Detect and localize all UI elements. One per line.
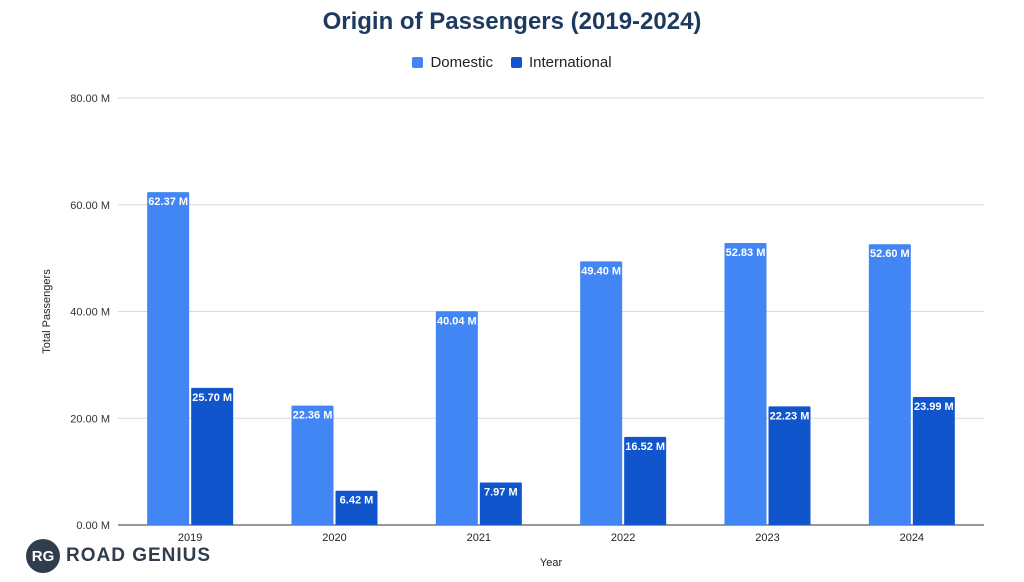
y-tick-label: 40.00 M [70,307,110,319]
y-tick-label: 20.00 M [70,413,110,425]
legend-label-international: International [528,54,612,71]
bar-international-2024 [912,396,955,525]
bar-international-2019 [191,387,234,525]
legend-swatch-international [510,57,522,68]
data-label: 23.99 M [914,401,954,413]
legend-swatch-domestic [412,57,424,68]
y-tick-label: 80.00 M [70,93,110,105]
x-tick-label: 2021 [467,532,491,544]
data-label: 49.40 M [581,265,621,277]
chart-title: Origin of Passengers (2019-2024) [322,8,702,35]
bar-international-2022 [624,436,667,525]
data-label: 7.97 M [484,486,518,498]
brand-logo: RG ROAD GENIUS [26,539,211,573]
x-tick-label: 2020 [322,532,346,544]
y-tick-label: 0.00 M [76,520,110,532]
bar-domestic-2019 [147,192,190,525]
data-label: 62.37 M [148,196,188,208]
legend-item-international[interactable]: International [510,54,612,71]
bar-domestic-2024 [868,244,911,525]
y-axis-label: Total Passengers [41,269,53,354]
legend-label-domestic: Domestic [430,54,493,71]
data-label: 22.36 M [293,410,333,422]
bar-international-2023 [768,406,811,525]
data-label: 52.83 M [726,247,766,259]
x-tick-label: 2019 [178,532,202,544]
bar-international-2020 [335,490,378,525]
x-tick-label: 2023 [755,532,779,544]
x-tick-label: 2022 [611,532,635,544]
x-axis-label: Year [540,557,563,569]
data-label: 40.04 M [437,315,477,327]
bar-domestic-2021 [435,311,478,525]
bar-domestic-2020 [291,405,334,525]
logo-badge: RG [26,539,60,573]
bar-international-2021 [479,482,522,525]
bar-domestic-2023 [724,243,767,525]
bar-domestic-2022 [580,261,623,525]
data-label: 6.42 M [340,495,374,507]
data-label: 22.23 M [770,410,810,422]
y-tick-label: 60.00 M [70,200,110,212]
logo-text: ROAD GENIUS [66,545,212,566]
data-label: 25.70 M [192,392,232,404]
legend-item-domestic[interactable]: Domestic [412,54,493,71]
data-label: 52.60 M [870,248,910,260]
legend: Domestic International [0,54,1024,71]
x-tick-label: 2024 [900,532,924,544]
data-label: 16.52 M [625,441,665,453]
